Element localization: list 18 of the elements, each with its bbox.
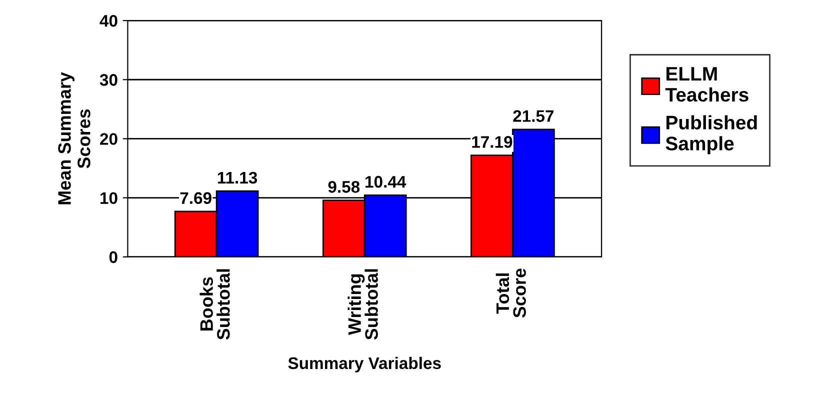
legend-label: Published Sample	[666, 115, 757, 154]
y-tick-label: 0	[109, 251, 118, 264]
y-axis-title: Mean Summary Scores	[58, 72, 90, 204]
x-axis-title: Summary Variables	[288, 356, 441, 372]
data-label: 21.57	[513, 110, 554, 122]
y-tick-label: 40	[100, 14, 118, 27]
data-label: 17.19	[472, 136, 512, 148]
y-tick-label: 30	[100, 74, 118, 86]
data-label: 10.44	[366, 176, 406, 188]
x-tick-label: Total Score	[496, 268, 526, 318]
data-label: 7.69	[180, 192, 212, 204]
y-tick-label: 10	[100, 192, 118, 204]
x-tick-label: Books Subtotal	[200, 269, 230, 340]
y-tick-label: 20	[100, 133, 118, 145]
legend-label: ELLM Teachers	[665, 67, 748, 102]
data-label: 9.58	[328, 181, 360, 193]
x-tick-label: Writing Subtotal	[348, 269, 378, 340]
data-label: 11.13	[218, 172, 258, 184]
